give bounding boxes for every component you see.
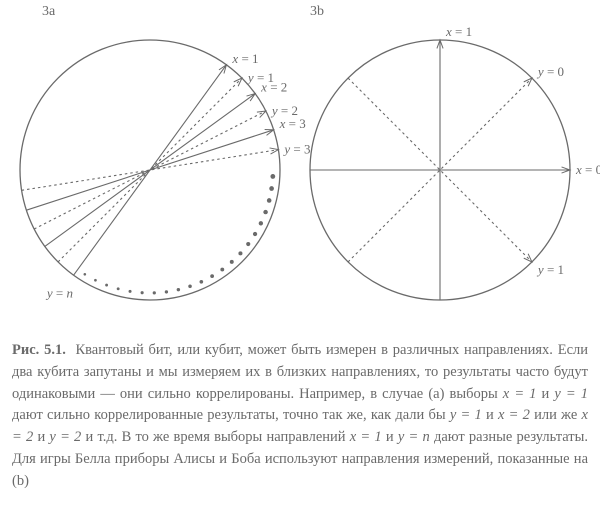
caption-fig-label: Рис. 5.1.	[12, 342, 66, 358]
caption-conj-1: и	[536, 386, 554, 402]
panel-a-label: 3a	[42, 4, 55, 20]
caption-text-or: или же	[530, 407, 582, 423]
svg-text:x = 3: x = 3	[279, 116, 306, 131]
caption-var-7: x = 1	[350, 429, 382, 445]
svg-text:x = 1: x = 1	[231, 51, 258, 66]
caption-var-3: y = 1	[450, 407, 482, 423]
diagram-svg: x = 1x = 2x = 3y = 1y = 2y = 3y = nx = 0…	[0, 0, 600, 330]
caption-var-4: x = 2	[498, 407, 530, 423]
svg-text:y = 3: y = 3	[282, 142, 310, 157]
svg-text:y = 1: y = 1	[536, 262, 564, 277]
caption-var-2: y = 1	[554, 386, 588, 402]
svg-text:y = 1: y = 1	[246, 70, 274, 85]
caption-conj-4: и	[382, 429, 398, 445]
svg-text:y = 0: y = 0	[536, 64, 564, 79]
figure-caption: Рис. 5.1. Квантовый бит, или кубит, може…	[12, 340, 588, 492]
caption-text-etc: и т.д. В то же время выборы направлений	[81, 429, 349, 445]
panel-b-label: 3b	[310, 4, 324, 20]
svg-text:y = 2: y = 2	[270, 103, 298, 118]
svg-text:y = n: y = n	[45, 286, 73, 301]
caption-var-6: y = 2	[49, 429, 81, 445]
caption-var-1: x = 1	[503, 386, 537, 402]
caption-var-8: y = n	[398, 429, 430, 445]
svg-text:x = 0: x = 0	[575, 162, 600, 177]
svg-text:x = 1: x = 1	[445, 24, 472, 39]
caption-text-mid1: дают сильно коррелированные результаты, …	[12, 407, 450, 423]
caption-conj-3: и	[33, 429, 49, 445]
caption-text-prefix: Квантовый бит, или кубит, может быть изм…	[12, 342, 588, 402]
caption-conj-2: и	[482, 407, 498, 423]
